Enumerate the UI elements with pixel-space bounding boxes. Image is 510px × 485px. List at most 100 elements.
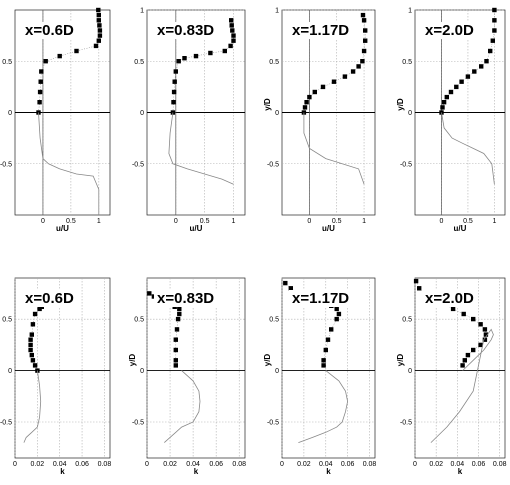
x-axis-label: k — [194, 467, 199, 476]
data-point-marker — [472, 69, 477, 74]
data-point-marker — [32, 311, 38, 317]
y-axis-label: y/D — [396, 98, 405, 111]
data-point-marker — [173, 347, 178, 353]
x-tick-label: 0.06 — [472, 461, 486, 468]
data-point-marker — [32, 363, 38, 368]
data-point-marker — [479, 64, 484, 69]
x-tick-label: 1 — [362, 218, 366, 225]
data-point-marker — [74, 48, 79, 54]
chart-panel-4: 0 0.5 1 1 0.5 0 -0.5 u/U y/D x=2.0D — [396, 7, 506, 233]
x-tick-label: 0.02 — [429, 461, 443, 468]
x-tick-label: 0.5 — [332, 218, 342, 225]
title-backdrop — [154, 290, 219, 307]
x-tick-label: 0 — [145, 461, 149, 468]
data-point-marker — [97, 23, 102, 28]
x-tick-label: 0 — [307, 218, 311, 225]
data-point-marker — [488, 48, 493, 54]
data-point-marker — [448, 89, 454, 95]
data-point-marker — [288, 286, 293, 291]
data-point-marker — [356, 64, 361, 69]
series-guide-line — [303, 15, 366, 113]
data-point-marker — [462, 358, 467, 363]
x-tick-label: 1 — [232, 218, 236, 225]
x-tick-label: 0.5 — [463, 218, 473, 225]
x-tick-label: 0.04 — [53, 461, 67, 468]
x-tick-label: 0.04 — [186, 461, 200, 468]
title-backdrop — [289, 290, 354, 307]
x-tick-label: 0 — [41, 218, 45, 225]
data-point-marker — [482, 337, 488, 342]
series-line — [23, 370, 42, 443]
y-axis-label: y/D — [128, 354, 137, 367]
data-point-marker — [360, 59, 365, 64]
x-tick-label: 0 — [440, 218, 444, 225]
x-tick-label: 0.08 — [363, 461, 377, 468]
data-point-marker — [461, 311, 466, 317]
data-point-marker — [450, 306, 456, 312]
data-point-marker — [482, 327, 488, 332]
series-guide-line — [38, 9, 101, 113]
title-backdrop — [422, 22, 478, 39]
data-point-marker — [490, 38, 495, 43]
panel-title: x=0.83D — [157, 290, 214, 307]
y-tick-label: 0 — [140, 110, 144, 117]
data-point-marker — [334, 306, 339, 312]
y-tick-label: 1 — [275, 8, 279, 15]
x-tick-label: 0.5 — [66, 218, 76, 225]
x-tick-label: 0.04 — [451, 461, 465, 468]
data-point-marker — [321, 363, 326, 368]
y-tick-label: -0.5 — [267, 420, 279, 427]
y-tick-label: 0 — [8, 368, 12, 375]
data-point-marker — [39, 69, 44, 74]
series-line — [303, 112, 365, 185]
data-point-marker — [193, 53, 199, 59]
data-point-marker — [492, 7, 497, 13]
data-point-marker — [361, 18, 367, 23]
x-tick-label: 0 — [413, 461, 417, 468]
x-tick-label: 0.08 — [493, 461, 507, 468]
y-tick-label: -0.5 — [132, 161, 144, 168]
panel-title: x=0.83D — [157, 22, 214, 39]
data-point-marker — [151, 294, 157, 299]
x-tick-label: 0.06 — [341, 461, 355, 468]
data-point-marker — [302, 105, 308, 110]
data-point-marker — [283, 280, 288, 286]
data-point-marker — [208, 50, 213, 56]
data-point-marker — [28, 342, 33, 348]
panel-title: x=1.17D — [292, 22, 349, 39]
data-point-marker — [97, 33, 103, 38]
y-tick-label: 0 — [140, 368, 144, 375]
chart-panel-3: 0 0.5 1 1 0.5 0 -0.5 u/U y/D x=1.17D — [263, 8, 376, 233]
data-point-marker — [478, 322, 483, 327]
data-point-marker — [484, 59, 489, 64]
data-point-marker — [37, 89, 43, 95]
data-point-marker — [323, 347, 328, 353]
data-point-marker — [177, 311, 182, 317]
x-tick-label: 1 — [492, 218, 496, 225]
data-point-marker — [363, 38, 368, 43]
x-axis-label: k — [60, 467, 65, 476]
data-point-marker — [460, 363, 465, 368]
y-tick-label: 0 — [275, 110, 279, 117]
data-point-marker — [30, 358, 36, 363]
data-point-marker — [43, 59, 48, 64]
data-point-marker — [230, 28, 235, 33]
data-point-marker — [350, 69, 356, 74]
data-point-marker — [465, 74, 471, 79]
title-backdrop — [422, 290, 478, 307]
y-tick-label: 0 — [408, 368, 412, 375]
series-line — [38, 112, 100, 215]
x-tick-label: 0.08 — [98, 461, 112, 468]
data-point-marker — [147, 291, 152, 296]
y-tick-label: 1 — [140, 8, 144, 15]
data-point-marker — [29, 332, 34, 337]
panel-title: x=0.6D — [25, 290, 74, 307]
panel-title: x=2.0D — [425, 22, 474, 39]
data-point-marker — [413, 278, 419, 284]
data-point-marker — [57, 53, 62, 59]
data-point-marker — [173, 69, 178, 74]
data-point-marker — [417, 286, 422, 291]
data-point-marker — [454, 84, 459, 90]
y-tick-label: 0.5 — [134, 59, 144, 66]
y-tick-label: -0.5 — [267, 161, 279, 168]
